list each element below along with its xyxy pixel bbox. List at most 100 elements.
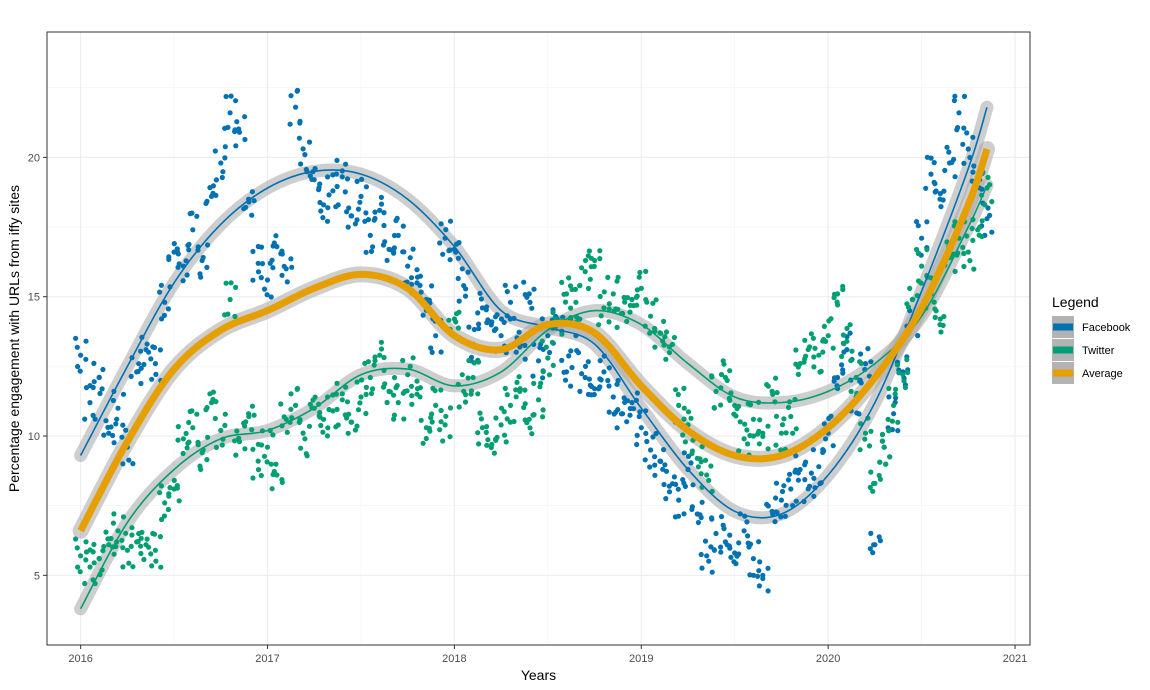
twitter-point-jitter bbox=[681, 416, 687, 422]
twitter-point-jitter bbox=[166, 493, 172, 499]
facebook-point-jitter bbox=[585, 359, 591, 365]
facebook-point-jitter bbox=[354, 178, 360, 184]
twitter-point-jitter bbox=[296, 419, 302, 425]
facebook-point-jitter bbox=[727, 532, 733, 538]
twitter-point-jitter bbox=[757, 417, 763, 423]
facebook-point-jitter bbox=[529, 305, 535, 311]
twitter-point-jitter bbox=[120, 514, 127, 520]
facebook-point-jitter bbox=[222, 155, 228, 161]
twitter-point-jitter bbox=[139, 529, 145, 535]
facebook-point-jitter bbox=[961, 160, 967, 166]
facebook-point-jitter bbox=[281, 263, 287, 269]
facebook-point bbox=[395, 232, 401, 238]
facebook-point-jitter bbox=[624, 398, 631, 404]
facebook-point-jitter bbox=[779, 488, 786, 495]
facebook-point-jitter bbox=[605, 377, 611, 384]
twitter-point-jitter bbox=[879, 438, 886, 444]
facebook-point-jitter bbox=[471, 326, 477, 333]
twitter-point-jitter bbox=[669, 341, 676, 347]
facebook-point-jitter bbox=[783, 502, 789, 508]
facebook-point bbox=[778, 497, 785, 503]
facebook-point-jitter bbox=[671, 474, 678, 480]
twitter-point-jitter bbox=[663, 329, 670, 335]
facebook-point-jitter bbox=[964, 130, 970, 136]
twitter-point-jitter bbox=[187, 408, 193, 415]
twitter-point-jitter bbox=[543, 344, 549, 350]
facebook-point-jitter bbox=[618, 411, 625, 417]
twitter-point-jitter bbox=[643, 297, 649, 303]
facebook-point-jitter bbox=[342, 189, 348, 195]
facebook-point-jitter bbox=[718, 514, 725, 520]
twitter-point-jitter bbox=[502, 385, 508, 391]
twitter-point-jitter bbox=[233, 452, 239, 458]
twitter-point-jitter bbox=[937, 322, 943, 328]
facebook-point-jitter bbox=[606, 409, 612, 415]
facebook-point-jitter bbox=[298, 161, 304, 167]
facebook-point bbox=[405, 263, 411, 269]
twitter-point-jitter bbox=[969, 225, 975, 232]
twitter-point-jitter bbox=[896, 370, 902, 376]
facebook-point-jitter bbox=[647, 464, 653, 470]
twitter-point-jitter bbox=[484, 442, 490, 448]
facebook-point-jitter bbox=[847, 330, 853, 336]
twitter-point-jitter bbox=[662, 334, 668, 340]
twitter-point-jitter bbox=[83, 539, 89, 545]
twitter-point-jitter bbox=[522, 387, 528, 393]
twitter-point-jitter bbox=[918, 280, 924, 286]
twitter-point-jitter bbox=[539, 338, 545, 344]
facebook-point-jitter bbox=[187, 211, 193, 217]
twitter-point-jitter bbox=[820, 349, 826, 355]
facebook-point-jitter bbox=[91, 360, 97, 366]
facebook-point-jitter bbox=[317, 199, 323, 206]
twitter-point-jitter bbox=[381, 354, 387, 361]
facebook-point-jitter bbox=[250, 248, 256, 255]
facebook-point-jitter bbox=[279, 272, 285, 278]
facebook-point-jitter bbox=[596, 386, 602, 392]
facebook-point-jitter bbox=[915, 223, 921, 229]
twitter-point-jitter bbox=[264, 459, 270, 465]
facebook-point-jitter bbox=[325, 205, 331, 211]
facebook-point-jitter bbox=[698, 514, 704, 521]
twitter-point-jitter bbox=[120, 564, 126, 570]
facebook-point-jitter bbox=[391, 249, 397, 255]
facebook-point-jitter bbox=[711, 547, 717, 553]
facebook-point-jitter bbox=[174, 246, 180, 252]
facebook-point-jitter bbox=[831, 375, 838, 381]
twitter-point-jitter bbox=[210, 389, 216, 395]
facebook-point-jitter bbox=[785, 477, 792, 483]
twitter-point-jitter bbox=[643, 268, 649, 274]
facebook-point-jitter bbox=[932, 189, 938, 195]
twitter-point-jitter bbox=[801, 359, 807, 365]
twitter-point-jitter bbox=[138, 550, 144, 557]
facebook-point bbox=[704, 553, 710, 559]
facebook-point-jitter bbox=[438, 349, 444, 355]
twitter-point-jitter bbox=[733, 413, 739, 419]
twitter-point bbox=[377, 352, 383, 358]
twitter-point-jitter bbox=[517, 386, 523, 392]
twitter-point-jitter bbox=[423, 435, 429, 442]
plot-panel-border bbox=[46, 31, 1031, 646]
facebook-point bbox=[358, 193, 364, 199]
twitter-point bbox=[152, 547, 158, 553]
twitter-point-jitter bbox=[414, 386, 421, 392]
twitter-point-jitter bbox=[663, 356, 669, 362]
facebook-point-jitter bbox=[429, 283, 435, 289]
twitter-point-jitter bbox=[774, 390, 780, 396]
twitter-point-jitter bbox=[184, 445, 190, 451]
twitter-point-jitter bbox=[793, 361, 799, 367]
twitter-point-jitter bbox=[597, 256, 603, 262]
facebook-point-jitter bbox=[259, 261, 266, 267]
twitter-point-jitter bbox=[355, 407, 362, 413]
facebook-point bbox=[788, 486, 794, 492]
twitter-point-jitter bbox=[491, 450, 497, 456]
twitter-point-jitter bbox=[119, 537, 125, 543]
twitter-point bbox=[862, 430, 869, 436]
facebook-point-jitter bbox=[734, 553, 740, 559]
twitter-point-jitter bbox=[989, 199, 995, 205]
twitter-point-jitter bbox=[232, 438, 238, 444]
x-tick-label: 2020 bbox=[816, 653, 840, 665]
twitter-point-jitter bbox=[810, 335, 817, 341]
twitter-point-jitter bbox=[627, 302, 633, 308]
facebook-point-jitter bbox=[363, 184, 369, 190]
twitter-point-jitter bbox=[724, 377, 730, 383]
